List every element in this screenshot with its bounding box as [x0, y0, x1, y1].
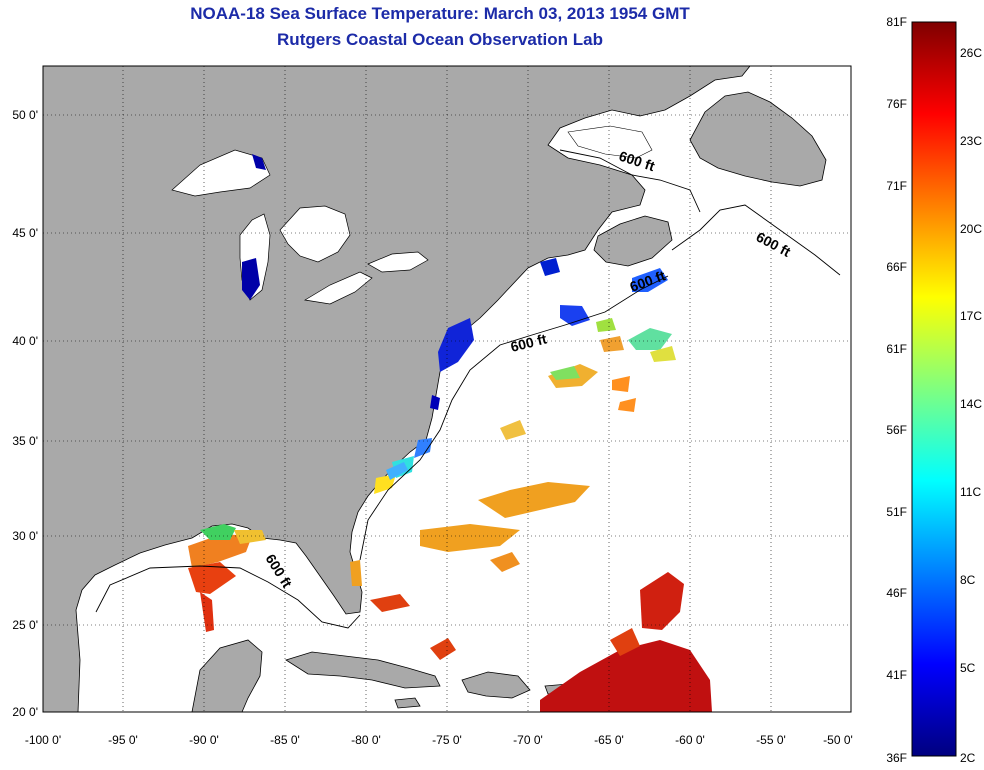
colorbar-fahrenheit-labels: 81F 76F 71F 66F 61F 56F 51F 46F 41F 36F: [886, 15, 907, 765]
y-tick-label: 45 0': [12, 226, 38, 240]
colorbar-f-label: 46F: [886, 586, 907, 600]
land-newfoundland: [689, 91, 827, 187]
x-tick-label: -85 0': [270, 733, 300, 747]
colorbar-c-label: 8C: [960, 573, 976, 587]
x-tick-label: -70 0': [513, 733, 543, 747]
plot-frame: [42, 65, 852, 713]
x-tick-label: -65 0': [594, 733, 624, 747]
colorbar-f-label: 81F: [886, 15, 907, 29]
x-tick-label: -95 0': [108, 733, 138, 747]
land-jamaica: [394, 697, 421, 709]
colorbar-c-label: 17C: [960, 309, 982, 323]
sst-patches: [188, 154, 712, 712]
x-tick-label: -50 0': [823, 733, 853, 747]
land-nova-scotia: [593, 215, 673, 267]
x-axis: -100 0' -95 0' -90 0' -85 0' -80 0' -75 …: [25, 733, 853, 747]
colorbar-f-label: 36F: [886, 751, 907, 765]
y-tick-label: 20 0': [12, 705, 38, 719]
colorbar-f-label: 51F: [886, 505, 907, 519]
y-tick-label: 40 0': [12, 334, 38, 348]
colorbar-c-label: 11C: [960, 485, 981, 499]
colorbar-c-label: 26C: [960, 46, 982, 60]
x-tick-label: -80 0': [351, 733, 381, 747]
land-yucatan: [191, 639, 263, 712]
colorbar-f-label: 41F: [886, 668, 907, 682]
y-tick-label: 25 0': [12, 618, 38, 632]
x-tick-label: -60 0': [675, 733, 705, 747]
colorbar-c-label: 2C: [960, 751, 976, 765]
land-north-america: [43, 66, 751, 712]
y-tick-label: 35 0': [12, 434, 38, 448]
y-tick-label: 30 0': [12, 529, 38, 543]
title-line-1: NOAA-18 Sea Surface Temperature: March 0…: [190, 4, 690, 23]
grid: [43, 66, 851, 712]
title-line-2: Rutgers Coastal Ocean Observation Lab: [277, 30, 603, 49]
y-axis: 50 0' 45 0' 40 0' 35 0' 30 0' 25 0' 20 0…: [12, 108, 38, 719]
x-tick-label: -55 0': [756, 733, 786, 747]
colorbar-f-label: 66F: [886, 260, 907, 274]
colorbar-c-label: 23C: [960, 134, 982, 148]
colorbar: 81F 76F 71F 66F 61F 56F 51F 46F 41F 36F …: [886, 15, 982, 765]
colorbar-c-label: 14C: [960, 397, 982, 411]
colorbar-f-label: 56F: [886, 423, 907, 437]
colorbar-f-label: 61F: [886, 342, 907, 356]
land-hispaniola: [461, 671, 531, 699]
gulf-st-lawrence: [567, 125, 653, 159]
colorbar-f-label: 71F: [886, 179, 907, 193]
colorbar-f-label: 76F: [886, 97, 907, 111]
x-tick-label: -100 0': [25, 733, 61, 747]
x-tick-label: -75 0': [432, 733, 462, 747]
colorbar-c-label: 5C: [960, 661, 976, 675]
y-tick-label: 50 0': [12, 108, 38, 122]
x-tick-label: -90 0': [189, 733, 219, 747]
colorbar-celsius-labels: 26C 23C 20C 17C 14C 11C 8C 5C 2C: [960, 46, 982, 765]
land-cuba: [285, 651, 441, 689]
colorbar-gradient: [911, 21, 957, 757]
colorbar-c-label: 20C: [960, 222, 982, 236]
